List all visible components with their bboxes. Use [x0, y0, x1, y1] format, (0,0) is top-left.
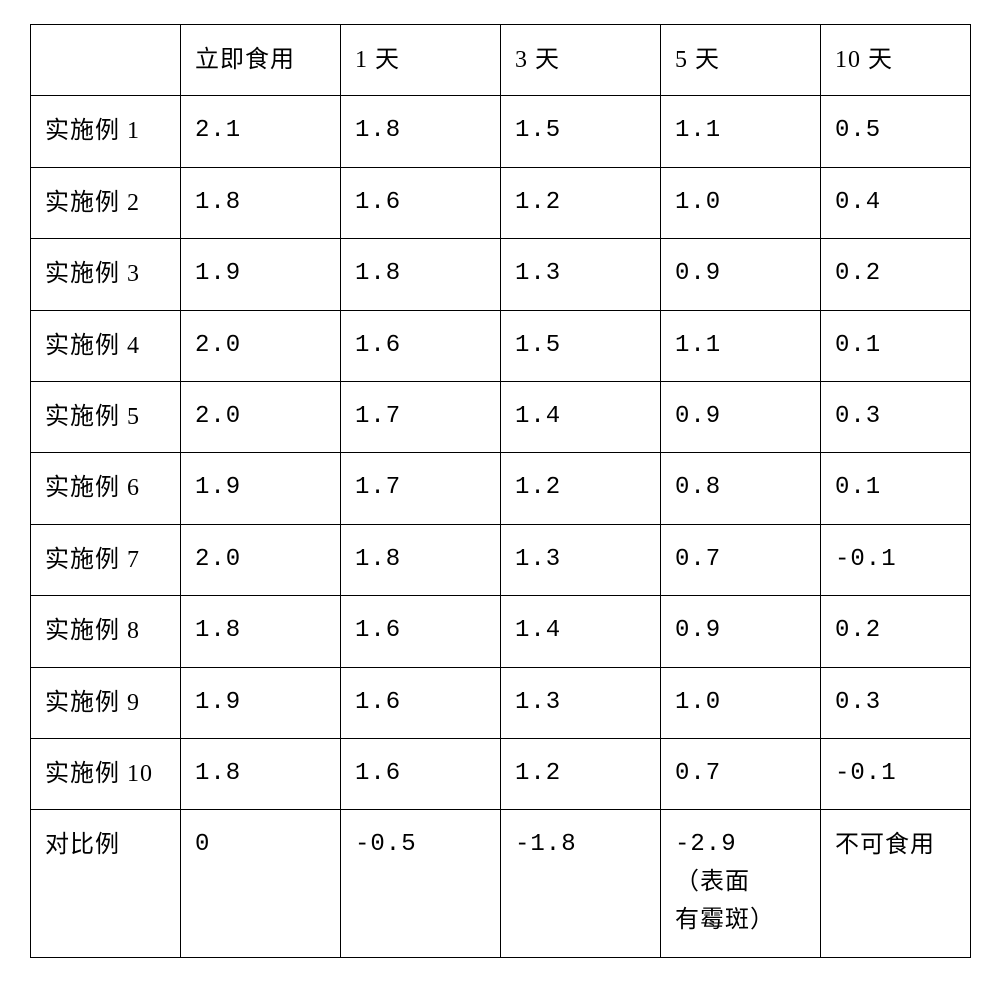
cell-value: 1.3	[501, 239, 661, 310]
cell-value: 2.0	[181, 524, 341, 595]
cell-value: 1.8	[181, 167, 341, 238]
cell-value: 0.8	[661, 453, 821, 524]
col-header-day5: 5 天	[661, 25, 821, 96]
cell-value: 0.2	[821, 596, 971, 667]
cell-value: 0.9	[661, 596, 821, 667]
cell-value: 1.8	[181, 738, 341, 809]
cell-value: 1.7	[341, 453, 501, 524]
table-row: 实施例 10 1.8 1.6 1.2 0.7 -0.1	[31, 738, 971, 809]
cell-value: -0.5	[341, 810, 501, 958]
cell-value: 0.5	[821, 96, 971, 167]
cell-value: 0.3	[821, 667, 971, 738]
cell-value: 1.0	[661, 167, 821, 238]
col-header-blank	[31, 25, 181, 96]
cell-value: 0.1	[821, 310, 971, 381]
cell-value: 0.1	[821, 453, 971, 524]
row-label: 实施例 3	[31, 239, 181, 310]
cell-value: 1.0	[661, 667, 821, 738]
table-row: 实施例 8 1.8 1.6 1.4 0.9 0.2	[31, 596, 971, 667]
cell-value: 1.6	[341, 167, 501, 238]
cell-value: 1.8	[341, 239, 501, 310]
cell-value: 1.9	[181, 453, 341, 524]
row-label: 实施例 2	[31, 167, 181, 238]
row-label: 实施例 4	[31, 310, 181, 381]
cell-value: 0.9	[661, 381, 821, 452]
cell-value: 0.3	[821, 381, 971, 452]
cell-value: 1.4	[501, 596, 661, 667]
cell-value-text: 不可食用	[821, 810, 971, 958]
cell-value: 2.1	[181, 96, 341, 167]
cell-value: 1.6	[341, 738, 501, 809]
cell-value: 0.9	[661, 239, 821, 310]
table-row: 实施例 2 1.8 1.6 1.2 1.0 0.4	[31, 167, 971, 238]
cell-value: -0.1	[821, 738, 971, 809]
cell-value: 0.4	[821, 167, 971, 238]
cell-value: 1.6	[341, 667, 501, 738]
cell-value: 1.6	[341, 310, 501, 381]
table-row: 实施例 7 2.0 1.8 1.3 0.7 -0.1	[31, 524, 971, 595]
cell-value: 1.8	[341, 524, 501, 595]
cell-value: 2.0	[181, 310, 341, 381]
cell-value: 1.2	[501, 738, 661, 809]
cell-value: 1.8	[341, 96, 501, 167]
table-row: 实施例 9 1.9 1.6 1.3 1.0 0.3	[31, 667, 971, 738]
cell-value: 1.1	[661, 310, 821, 381]
cell-value: -0.1	[821, 524, 971, 595]
row-label: 实施例 10	[31, 738, 181, 809]
table-row: 实施例 6 1.9 1.7 1.2 0.8 0.1	[31, 453, 971, 524]
row-label: 实施例 6	[31, 453, 181, 524]
table-row: 实施例 3 1.9 1.8 1.3 0.9 0.2	[31, 239, 971, 310]
row-label: 实施例 1	[31, 96, 181, 167]
row-label: 实施例 7	[31, 524, 181, 595]
cell-value: 2.0	[181, 381, 341, 452]
cell-value: 1.6	[341, 596, 501, 667]
cell-value: 0.7	[661, 524, 821, 595]
table-row: 对比例 0 -0.5 -1.8 -2.9（表面有霉斑） 不可食用	[31, 810, 971, 958]
col-header-day3: 3 天	[501, 25, 661, 96]
cell-value: 1.9	[181, 667, 341, 738]
row-label: 实施例 5	[31, 381, 181, 452]
cell-value: 1.5	[501, 96, 661, 167]
data-table: 立即食用 1 天 3 天 5 天 10 天 实施例 1 2.1 1.8 1.5 …	[30, 24, 971, 958]
cell-value: 1.4	[501, 381, 661, 452]
col-header-day1: 1 天	[341, 25, 501, 96]
page: 立即食用 1 天 3 天 5 天 10 天 实施例 1 2.1 1.8 1.5 …	[0, 0, 1000, 988]
cell-value: -1.8	[501, 810, 661, 958]
table-row: 实施例 4 2.0 1.6 1.5 1.1 0.1	[31, 310, 971, 381]
row-label: 实施例 9	[31, 667, 181, 738]
cell-value: 1.3	[501, 667, 661, 738]
row-label: 实施例 8	[31, 596, 181, 667]
cell-value: 1.1	[661, 96, 821, 167]
cell-value: 0	[181, 810, 341, 958]
cell-value: 1.3	[501, 524, 661, 595]
table-header-row: 立即食用 1 天 3 天 5 天 10 天	[31, 25, 971, 96]
col-header-immediate: 立即食用	[181, 25, 341, 96]
cell-value-with-note: -2.9（表面有霉斑）	[661, 810, 821, 958]
cell-value: 0.7	[661, 738, 821, 809]
cell-value: 1.8	[181, 596, 341, 667]
cell-value: 1.7	[341, 381, 501, 452]
col-header-day10: 10 天	[821, 25, 971, 96]
table-row: 实施例 1 2.1 1.8 1.5 1.1 0.5	[31, 96, 971, 167]
row-label: 对比例	[31, 810, 181, 958]
cell-value: 1.9	[181, 239, 341, 310]
cell-value: 0.2	[821, 239, 971, 310]
table-row: 实施例 5 2.0 1.7 1.4 0.9 0.3	[31, 381, 971, 452]
cell-value: 1.2	[501, 453, 661, 524]
cell-value: 1.2	[501, 167, 661, 238]
cell-value: 1.5	[501, 310, 661, 381]
